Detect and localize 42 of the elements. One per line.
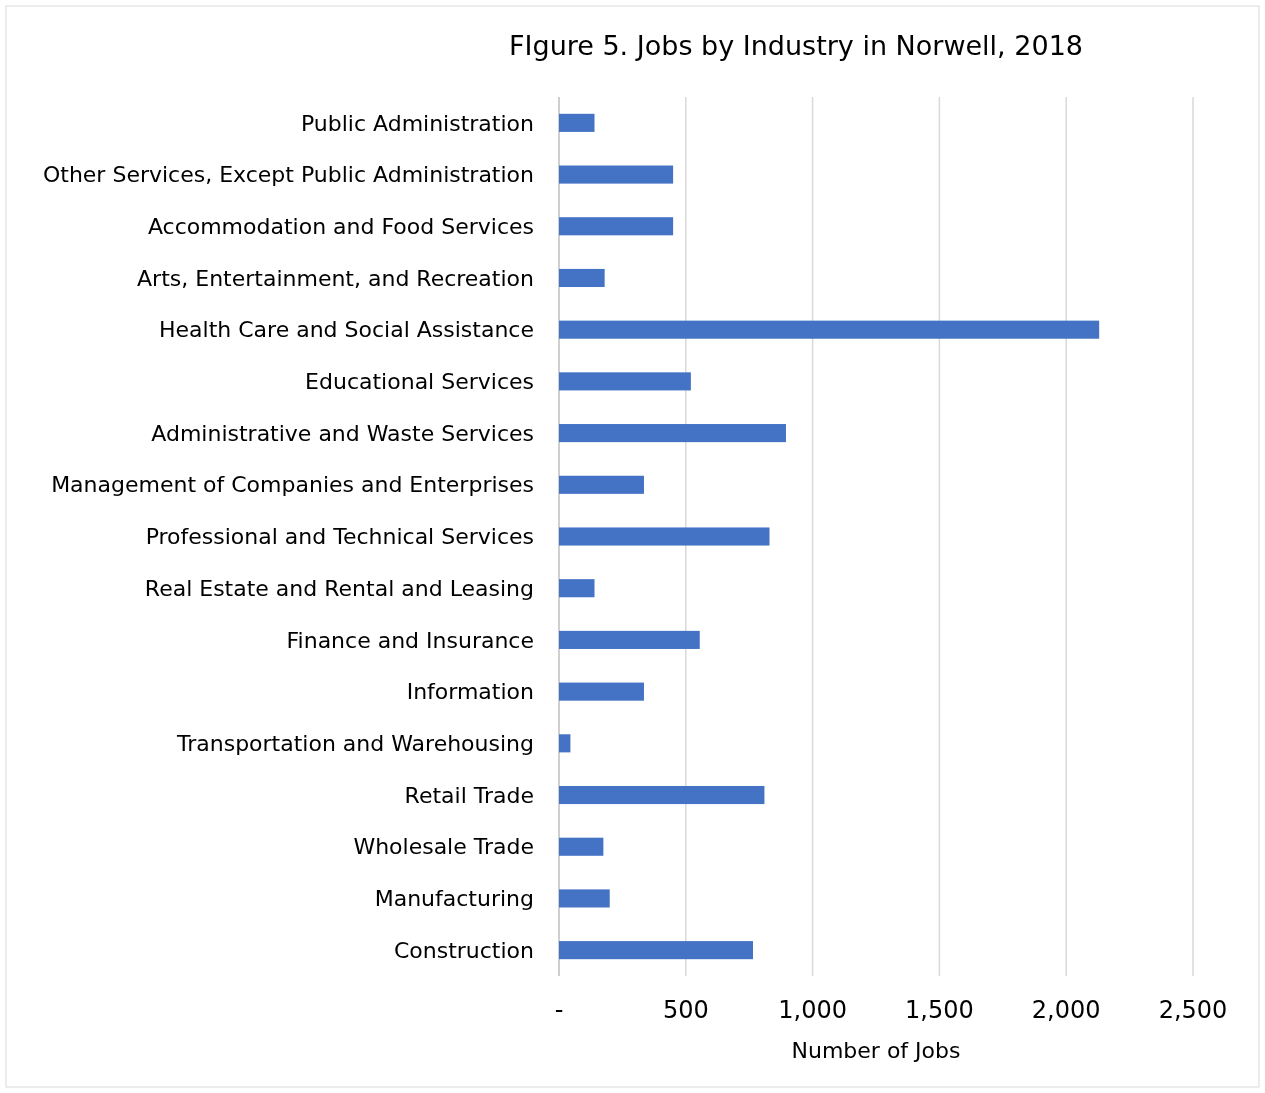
bar (559, 837, 604, 856)
bar (559, 475, 644, 494)
x-tick-label: 2,500 (1158, 996, 1228, 1024)
bar (559, 527, 770, 546)
x-tick-label: 500 (662, 996, 709, 1024)
x-tick-label: 1,500 (905, 996, 974, 1024)
bar (559, 372, 691, 391)
y-tick-label: Public Administration (300, 110, 534, 136)
x-axis-title: Number of Jobs (791, 1038, 961, 1063)
y-tick-label: Administrative and Waste Services (151, 420, 534, 446)
y-tick-label: Manufacturing (374, 886, 534, 912)
bar (559, 941, 753, 960)
y-tick-label: Information (406, 679, 534, 705)
bar (559, 424, 786, 443)
y-tick-label: Arts, Entertainment, and Recreation (137, 265, 534, 291)
x-tick-label: 2,000 (1031, 996, 1101, 1024)
bar (559, 217, 674, 236)
bar (559, 734, 571, 753)
bar (559, 320, 1100, 339)
y-tick-label: Health Care and Social Assistance (159, 317, 534, 343)
y-tick-label: Accommodation and Food Services (147, 213, 534, 239)
bar (559, 268, 605, 288)
y-tick-label: Professional and Technical Services (145, 524, 534, 550)
bar (559, 630, 700, 649)
y-tick-label: Retail Trade (404, 782, 534, 808)
y-tick-label: Wholesale Trade (353, 834, 534, 860)
bar (559, 682, 644, 701)
y-tick-label: Construction (393, 937, 534, 963)
y-tick-label: Finance and Insurance (286, 627, 534, 653)
bar (559, 785, 765, 805)
x-tick-label: - (554, 996, 564, 1024)
y-tick-label: Management of Companies and Enterprises (51, 472, 534, 498)
y-tick-label: Real Estate and Rental and Leasing (144, 575, 534, 601)
bar (559, 889, 610, 908)
x-tick-label: 1,000 (778, 996, 847, 1024)
y-tick-label: Educational Services (305, 369, 534, 395)
bar (559, 113, 595, 132)
y-tick-label: Transportation and Warehousing (176, 731, 534, 757)
bar (559, 165, 674, 184)
y-tick-label: Other Services, Except Public Administration (42, 162, 534, 188)
chart-title: FIgure 5. Jobs by Industry in Norwell, 2018 (509, 30, 1083, 61)
bar (559, 579, 595, 598)
